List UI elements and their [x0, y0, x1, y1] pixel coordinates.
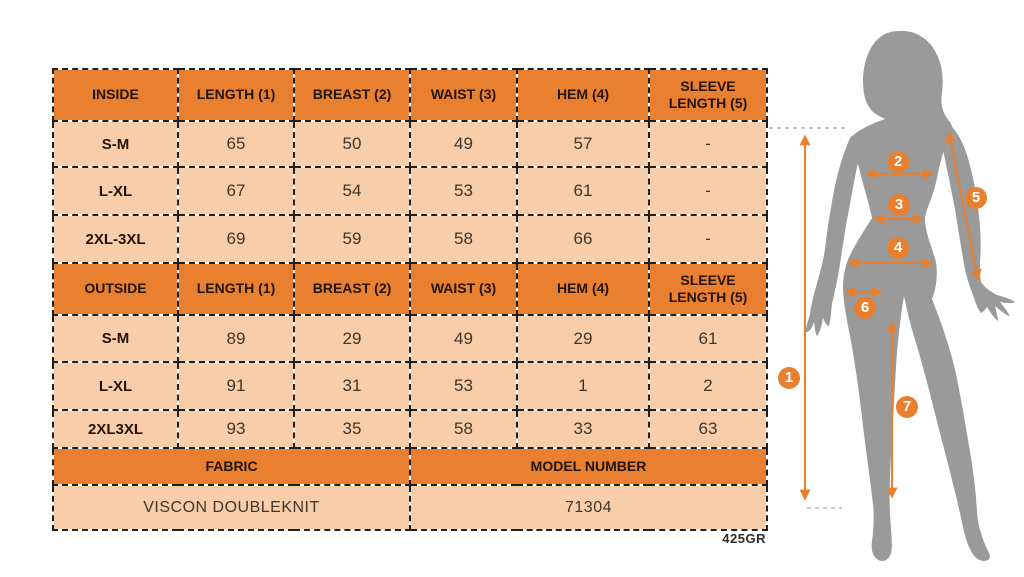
silhouette-right-arm — [942, 125, 1015, 321]
measure-marker-3: 3 — [888, 194, 910, 216]
inside-header-cell: INSIDE — [52, 68, 179, 122]
outside-header-cell: OUTSIDE — [52, 262, 179, 316]
waist-header-cell: WAIST (3) — [409, 262, 518, 316]
size-label-cell: L-XL — [52, 166, 179, 216]
sleeve-length-header-cell: SLEEVE LENGTH (5) — [648, 68, 768, 122]
breast-header-cell: BREAST (2) — [293, 262, 411, 316]
outside-header-row: OUTSIDE LENGTH (1) BREAST (2) WAIST (3) … — [52, 262, 768, 316]
measurement-cell: 29 — [516, 314, 650, 363]
inside-row-lxl: L-XL 67 54 53 61 - — [52, 166, 768, 216]
measure-marker-1: 1 — [778, 367, 800, 389]
measurement-cell: 49 — [409, 314, 518, 363]
sleeve-arrow-5 — [945, 131, 982, 281]
measurement-cell: 29 — [293, 314, 411, 363]
measurement-cell: 63 — [648, 409, 768, 449]
size-label-cell: 2XL-3XL — [52, 214, 179, 264]
model-number-value-cell: 71304 — [409, 484, 768, 531]
measurement-cell: 69 — [177, 214, 295, 264]
measurement-cell: 67 — [177, 166, 295, 216]
waist-header-cell: WAIST (3) — [409, 68, 518, 122]
measure-marker-2: 2 — [887, 151, 909, 173]
length-header-cell: LENGTH (1) — [177, 262, 295, 316]
measurement-cell: - — [648, 120, 768, 168]
measurement-cell: 35 — [293, 409, 411, 449]
size-label-cell: S-M — [52, 120, 179, 168]
fabric-header-cell: FABRIC — [52, 447, 411, 486]
measurement-cell: 50 — [293, 120, 411, 168]
measurement-cell: 61 — [516, 166, 650, 216]
measurement-cell: 61 — [648, 314, 768, 363]
hem-header-cell: HEM (4) — [516, 262, 650, 316]
measurement-cell: 57 — [516, 120, 650, 168]
measure-marker-5: 5 — [965, 187, 987, 209]
measurement-cell: 93 — [177, 409, 295, 449]
fabric-weight-note: 425GR — [722, 531, 766, 546]
breast-header-cell: BREAST (2) — [293, 68, 411, 122]
measurement-cell: 59 — [293, 214, 411, 264]
measure-marker-7: 7 — [896, 396, 918, 418]
measurement-cell: - — [648, 214, 768, 264]
measure-marker-6: 6 — [854, 297, 876, 319]
measurement-cell: 31 — [293, 361, 411, 411]
size-label-cell: L-XL — [52, 361, 179, 411]
inside-row-sm: S-M 65 50 49 57 - — [52, 120, 768, 168]
size-label-cell: 2XL3XL — [52, 409, 179, 449]
footer-value-row: VISCON DOUBLEKNIT 71304 — [52, 484, 768, 531]
measurement-cell: 58 — [409, 214, 518, 264]
outside-row-sm: S-M 89 29 49 29 61 — [52, 314, 768, 363]
measurement-cell: - — [648, 166, 768, 216]
measurement-cell: 91 — [177, 361, 295, 411]
woman-silhouette — [843, 30, 990, 562]
fabric-value-cell: VISCON DOUBLEKNIT — [52, 484, 411, 531]
measurement-cell: 53 — [409, 166, 518, 216]
size-chart-table: INSIDE LENGTH (1) BREAST (2) WAIST (3) H… — [52, 68, 768, 531]
silhouette-left-arm — [805, 136, 860, 336]
measurement-cell: 1 — [516, 361, 650, 411]
inside-header-row: INSIDE LENGTH (1) BREAST (2) WAIST (3) H… — [52, 68, 768, 122]
outside-row-2xl3xl: 2XL3XL 93 35 58 33 63 — [52, 409, 768, 449]
outside-row-lxl: L-XL 91 31 53 1 2 — [52, 361, 768, 411]
hem-header-cell: HEM (4) — [516, 68, 650, 122]
measure-marker-4: 4 — [887, 237, 909, 259]
footer-header-row: FABRIC MODEL NUMBER — [52, 447, 768, 486]
inside-row-2xl3xl: 2XL-3XL 69 59 58 66 - — [52, 214, 768, 264]
measurement-cell: 89 — [177, 314, 295, 363]
measurement-cell: 65 — [177, 120, 295, 168]
length-header-cell: LENGTH (1) — [177, 68, 295, 122]
measurement-cell: 49 — [409, 120, 518, 168]
measurement-cell: 33 — [516, 409, 650, 449]
size-label-cell: S-M — [52, 314, 179, 363]
measurement-cell: 58 — [409, 409, 518, 449]
measurement-cell: 54 — [293, 166, 411, 216]
measurement-cell: 66 — [516, 214, 650, 264]
measurement-cell: 53 — [409, 361, 518, 411]
sleeve-length-header-cell: SLEEVE LENGTH (5) — [648, 262, 768, 316]
measurement-cell: 2 — [648, 361, 768, 411]
model-number-header-cell: MODEL NUMBER — [409, 447, 768, 486]
